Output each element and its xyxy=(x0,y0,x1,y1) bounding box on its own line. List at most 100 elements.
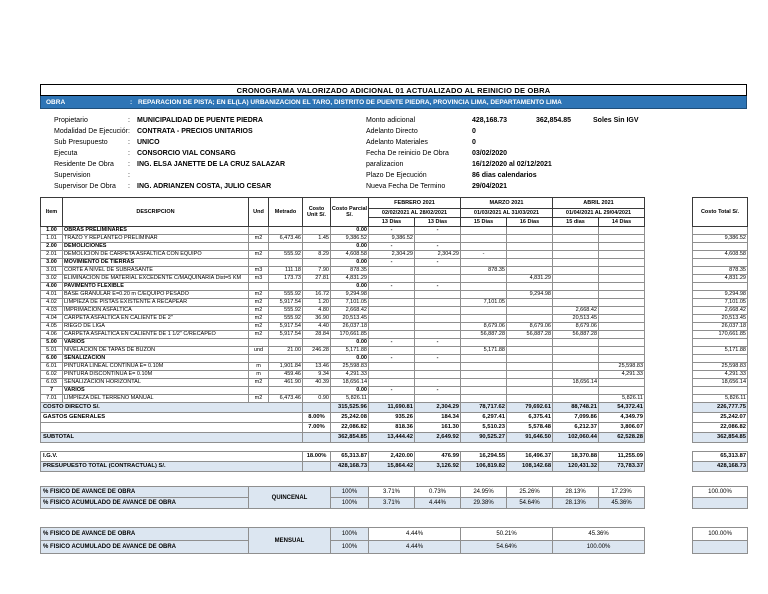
cell-period-4: 8,679.06 xyxy=(506,322,553,331)
cell-period-5 xyxy=(552,370,599,379)
cell-period-6 xyxy=(598,354,645,363)
meta-separator: : xyxy=(128,128,130,135)
cell-metrado: 6,473.46 xyxy=(268,394,303,403)
cell-item: 4.06 xyxy=(40,330,63,339)
cell-spacer xyxy=(644,314,693,323)
cell-period-3: - xyxy=(460,250,507,259)
cell-costo-parcial: 0.00 xyxy=(330,242,369,251)
percent-row: % FISICO DE AVANCE DE OBRA QUINCENAL 100% 3… xyxy=(39,486,749,509)
summary-label: GASTOS GENERALES xyxy=(40,412,303,423)
cell-period-3: 5,510.23 xyxy=(460,422,507,433)
metadata-row: Supervision: Plazo De Ejecución 86 dias ca… xyxy=(40,170,747,181)
cell-costo-total: 65,313.87 xyxy=(692,451,749,462)
cell-period-2 xyxy=(414,298,461,307)
table-row: 6.01 PINTURA LINEAL CONTINUA E= 0.10M m 1,9… xyxy=(40,362,748,371)
cell-costo-unit xyxy=(302,386,331,395)
cell-und: m2 xyxy=(248,234,269,243)
cell-period-2: 184.34 xyxy=(414,412,461,423)
cell-costo-parcial: 362,854.85 xyxy=(330,432,369,443)
cell-period-5: 88,748.21 xyxy=(552,402,599,413)
cell-costo-total: 170,661.85 xyxy=(692,330,748,339)
cell-period-2: - xyxy=(414,282,461,291)
cell-period-3 xyxy=(460,362,507,371)
cell-period-2: 161.30 xyxy=(414,422,461,433)
cell-costo-total: 4,831.29 xyxy=(692,274,748,283)
meta-label: Plazo De Ejecución xyxy=(366,172,427,179)
cell-descripcion: SEÑALIZACION HORIZONTAL xyxy=(62,378,249,387)
cell-period-6 xyxy=(598,282,645,291)
cell-period-4 xyxy=(506,306,553,315)
cell-percent-rate: 7.00% xyxy=(302,422,331,433)
cell-descripcion: OBRAS PRELIMINARES xyxy=(62,226,249,235)
days-header-mar-2: 16 Dias xyxy=(506,217,553,227)
cell-und: m2 xyxy=(248,394,269,403)
cell-period-4: 54.64% xyxy=(506,497,554,509)
cell-metrado: 461.90 xyxy=(268,378,303,387)
cell-metrado xyxy=(268,258,303,267)
table-header: Item DESCRIPCION Und Metrado Costo Unit … xyxy=(40,197,748,227)
meta-label: Supervision xyxy=(54,172,91,179)
summary-row: 7.00% 22,086.82 818.36 161.30 5,510.23 5,578.… xyxy=(40,422,748,433)
cell-period-4 xyxy=(506,354,553,363)
cell-period-2 xyxy=(414,362,461,371)
cell-period-3 xyxy=(460,306,507,315)
cell-period-5 xyxy=(552,298,599,307)
cell-period-4 xyxy=(506,266,553,275)
cell-metrado: 555.92 xyxy=(268,314,303,323)
cell-costo-parcial: 18,656.14 xyxy=(330,378,369,387)
cell-period-1 xyxy=(368,370,415,379)
cell-item: 2.00 xyxy=(40,242,63,251)
cell-item: 6.03 xyxy=(40,378,63,387)
table-row: 2.00 DEMOLICIONES 0.00- - xyxy=(40,242,748,251)
cell-spacer xyxy=(644,298,693,307)
cell-spacer xyxy=(644,362,693,371)
meta-separator: : xyxy=(128,117,130,124)
cell-costo-total: 226,777.75 xyxy=(692,402,748,413)
cell-period-4: 9,294.98 xyxy=(506,290,553,299)
cell-costo-unit: 4.80 xyxy=(302,306,331,315)
col-header-metrado: Metrado xyxy=(268,197,303,227)
cell-period-5: 2,668.42 xyxy=(552,306,599,315)
cell-period-5 xyxy=(552,242,599,251)
cell-base-percent: 100% xyxy=(330,486,370,498)
meta-value: ING. ELSA JANETTE DE LA CRUZ SALAZAR xyxy=(137,161,286,168)
cell-descripcion: BASE GRANULAR E=0.20 m C/EQUIPO PESADO xyxy=(62,290,249,299)
cell-und: m2 xyxy=(248,306,269,315)
cell-period-6: 62,528.28 xyxy=(598,432,645,443)
percent-row: % FISICO ACUMULADO DE AVANCE DE OBRA 100%… xyxy=(39,540,749,554)
cell-period-3: 45.36% xyxy=(552,527,646,541)
cell-item: 4.03 xyxy=(40,306,63,315)
cell-base-percent: 100% xyxy=(330,527,370,541)
cell-und: m3 xyxy=(248,274,269,283)
meta-value xyxy=(536,181,593,192)
cell-spacer xyxy=(644,290,693,299)
cell-spacer xyxy=(644,422,693,433)
cell-period-3: 106,819.82 xyxy=(460,461,508,472)
cell-period-2 xyxy=(414,234,461,243)
table-row: 4.03 IMPRIMACION ASFALTICA m2 555.92 4.80 2,6… xyxy=(40,306,748,315)
cell-period-6 xyxy=(598,338,645,347)
cell-period-2: - xyxy=(414,386,461,395)
cell-metrado xyxy=(268,338,303,347)
cell-spacer xyxy=(644,432,693,443)
cell-descripcion: DEMOLICIONES xyxy=(62,242,249,251)
meta-label: Fecha De reinicio De Obra xyxy=(366,150,449,157)
metadata-row: Sub Presupuesto: UNICO Adelanto Materiales… xyxy=(40,137,747,148)
summary-label: COSTO DIRECTO S/. xyxy=(40,402,303,413)
cell-period-1 xyxy=(368,290,415,299)
cell-period-5 xyxy=(552,362,599,371)
spacer-column xyxy=(644,197,693,227)
cell-period-3: 7,101.05 xyxy=(460,298,507,307)
cell-metrado: 555.92 xyxy=(268,306,303,315)
cell-period-5: 56,887.28 xyxy=(552,330,599,339)
cell-metrado xyxy=(268,242,303,251)
cell-period-1 xyxy=(368,362,415,371)
cell-und xyxy=(248,354,269,363)
cell-costo-parcial: 0.00 xyxy=(330,282,369,291)
cell-costo-parcial: 0.00 xyxy=(330,354,369,363)
cell-costo-unit xyxy=(302,226,331,235)
cell-period-6 xyxy=(598,226,645,235)
cell-period-1: 4.44% xyxy=(368,540,462,554)
cell-period-6 xyxy=(598,306,645,315)
cell-descripcion: CARPETA ASFALTICA EN CALIENTE DE 2" xyxy=(62,314,249,323)
